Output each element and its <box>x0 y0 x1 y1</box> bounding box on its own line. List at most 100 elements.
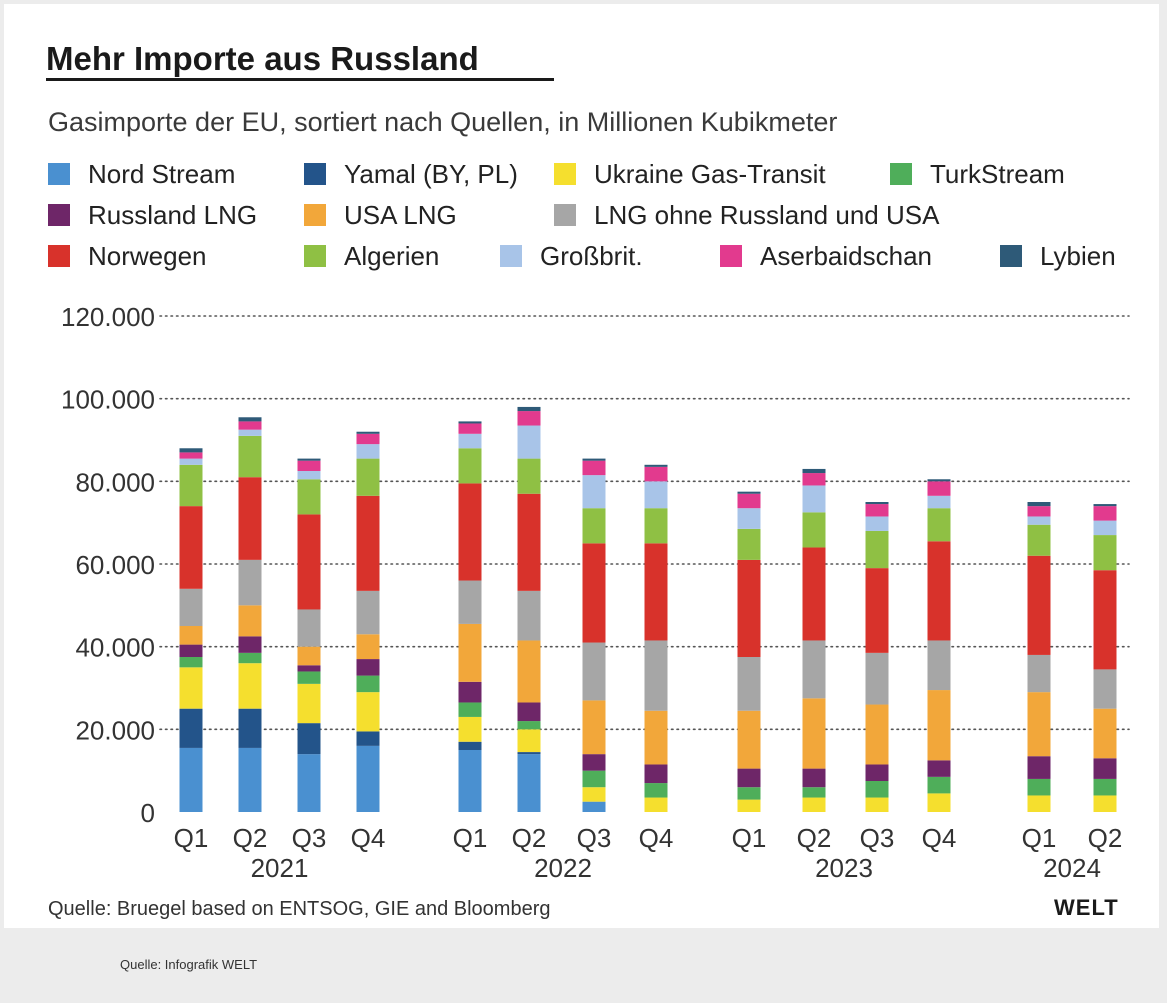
bar-segment <box>458 681 482 703</box>
bar-segment <box>238 605 262 637</box>
bar-segment <box>356 590 380 635</box>
bar-segment <box>297 723 321 755</box>
bar-segment <box>865 797 889 812</box>
chart-subtitle: Gasimporte der EU, sortiert nach Quellen… <box>48 107 838 137</box>
bar-segment <box>458 448 482 484</box>
bar-segment <box>179 458 203 465</box>
bar-segment <box>179 464 203 507</box>
bar-segment <box>238 429 262 436</box>
chart-title: Mehr Importe aus Russland <box>46 40 479 77</box>
bar-segment <box>297 754 321 812</box>
bar-segment <box>802 473 826 486</box>
bar-segment <box>644 783 668 798</box>
bar-segment <box>179 644 203 657</box>
bar-segment <box>737 657 761 711</box>
bar-segment <box>297 479 321 515</box>
y-tick-label: 80.000 <box>75 467 155 497</box>
x-tick-label: Q2 <box>233 823 268 853</box>
bar-segment <box>297 646 321 666</box>
bar-segment <box>802 468 826 474</box>
bar-segment <box>1093 506 1117 521</box>
bar-segment <box>458 623 482 682</box>
year-label: 2023 <box>815 853 873 883</box>
bar-segment <box>458 716 482 742</box>
bar-segment <box>238 477 262 560</box>
legend-label: TurkStream <box>930 159 1065 189</box>
welt-logo: WELT <box>1054 895 1119 920</box>
bar-segment <box>737 787 761 800</box>
bar-segment <box>644 466 668 482</box>
legend-label: Lybien <box>1040 241 1116 271</box>
bar-segment <box>297 609 321 647</box>
source-note: Quelle: Bruegel based on ENTSOG, GIE and… <box>48 898 551 920</box>
bar-segment <box>582 754 606 771</box>
chart-card: Mehr Importe aus Russland Gasimporte der… <box>4 4 1159 928</box>
bar-segment <box>582 460 606 476</box>
bar-segment <box>458 421 482 424</box>
legend-label: USA LNG <box>344 200 457 230</box>
bar-segment <box>458 741 482 750</box>
legend-swatch <box>500 245 522 267</box>
bar-segment <box>179 588 203 626</box>
year-label: 2024 <box>1043 853 1101 883</box>
bar-segment <box>927 508 951 542</box>
legend-label: Großbrit. <box>540 241 643 271</box>
bar-segment <box>517 590 541 641</box>
bar-segment <box>517 729 541 753</box>
bar-segment <box>238 417 262 422</box>
bar-segment <box>737 493 761 509</box>
bar-segment <box>517 425 541 459</box>
bar-segment <box>802 485 826 513</box>
bar-segment <box>356 458 380 496</box>
x-tick-label: Q4 <box>351 823 386 853</box>
bar-segment <box>644 543 668 641</box>
bar-segment <box>644 508 668 544</box>
bar-segment <box>356 444 380 459</box>
bar-segment <box>356 634 380 660</box>
bar-segment <box>356 659 380 676</box>
bar-segment <box>297 514 321 610</box>
legend-swatch <box>890 163 912 185</box>
bar-segment <box>737 491 761 494</box>
bar-segment <box>865 652 889 705</box>
legend-label: Ukraine Gas-Transit <box>594 159 826 189</box>
bar-segment <box>865 502 889 505</box>
bar-segment <box>582 508 606 544</box>
bar-segment <box>1093 758 1117 779</box>
bar-segment <box>458 580 482 624</box>
bar-segment <box>644 764 668 784</box>
bar-segment <box>927 495 951 509</box>
bar-segment <box>458 750 482 812</box>
bar-segment <box>927 760 951 777</box>
bar-segment <box>644 481 668 509</box>
bar-segment <box>297 683 321 724</box>
bar-segment <box>1093 535 1117 571</box>
bar-segment <box>1093 708 1117 759</box>
bar-segment <box>297 665 321 672</box>
bar-segment <box>582 700 606 755</box>
y-tick-label: 0 <box>141 798 155 828</box>
bar-segment <box>737 768 761 788</box>
legend-swatch <box>1000 245 1022 267</box>
bar-segment <box>1027 506 1051 517</box>
bar-segment <box>238 652 262 664</box>
bar-segment <box>865 568 889 653</box>
legend-swatch <box>554 163 576 185</box>
legend-label: Norwegen <box>88 241 207 271</box>
legend-label: Russland LNG <box>88 200 258 230</box>
bar-segment <box>737 559 761 657</box>
bar-segment <box>802 768 826 788</box>
bar-segment <box>179 448 203 453</box>
bar-segment <box>1093 669 1117 709</box>
bar-segment <box>1093 520 1117 536</box>
bar-segment <box>179 708 203 748</box>
bar-segment <box>582 801 606 812</box>
bar-segment <box>1027 692 1051 757</box>
x-tick-label: Q3 <box>292 823 327 853</box>
legend-swatch <box>48 163 70 185</box>
bar-segment <box>1027 516 1051 525</box>
bar-segment <box>238 435 262 478</box>
bar-segment <box>644 464 668 467</box>
bar-segment <box>238 421 262 430</box>
legend-swatch <box>48 245 70 267</box>
